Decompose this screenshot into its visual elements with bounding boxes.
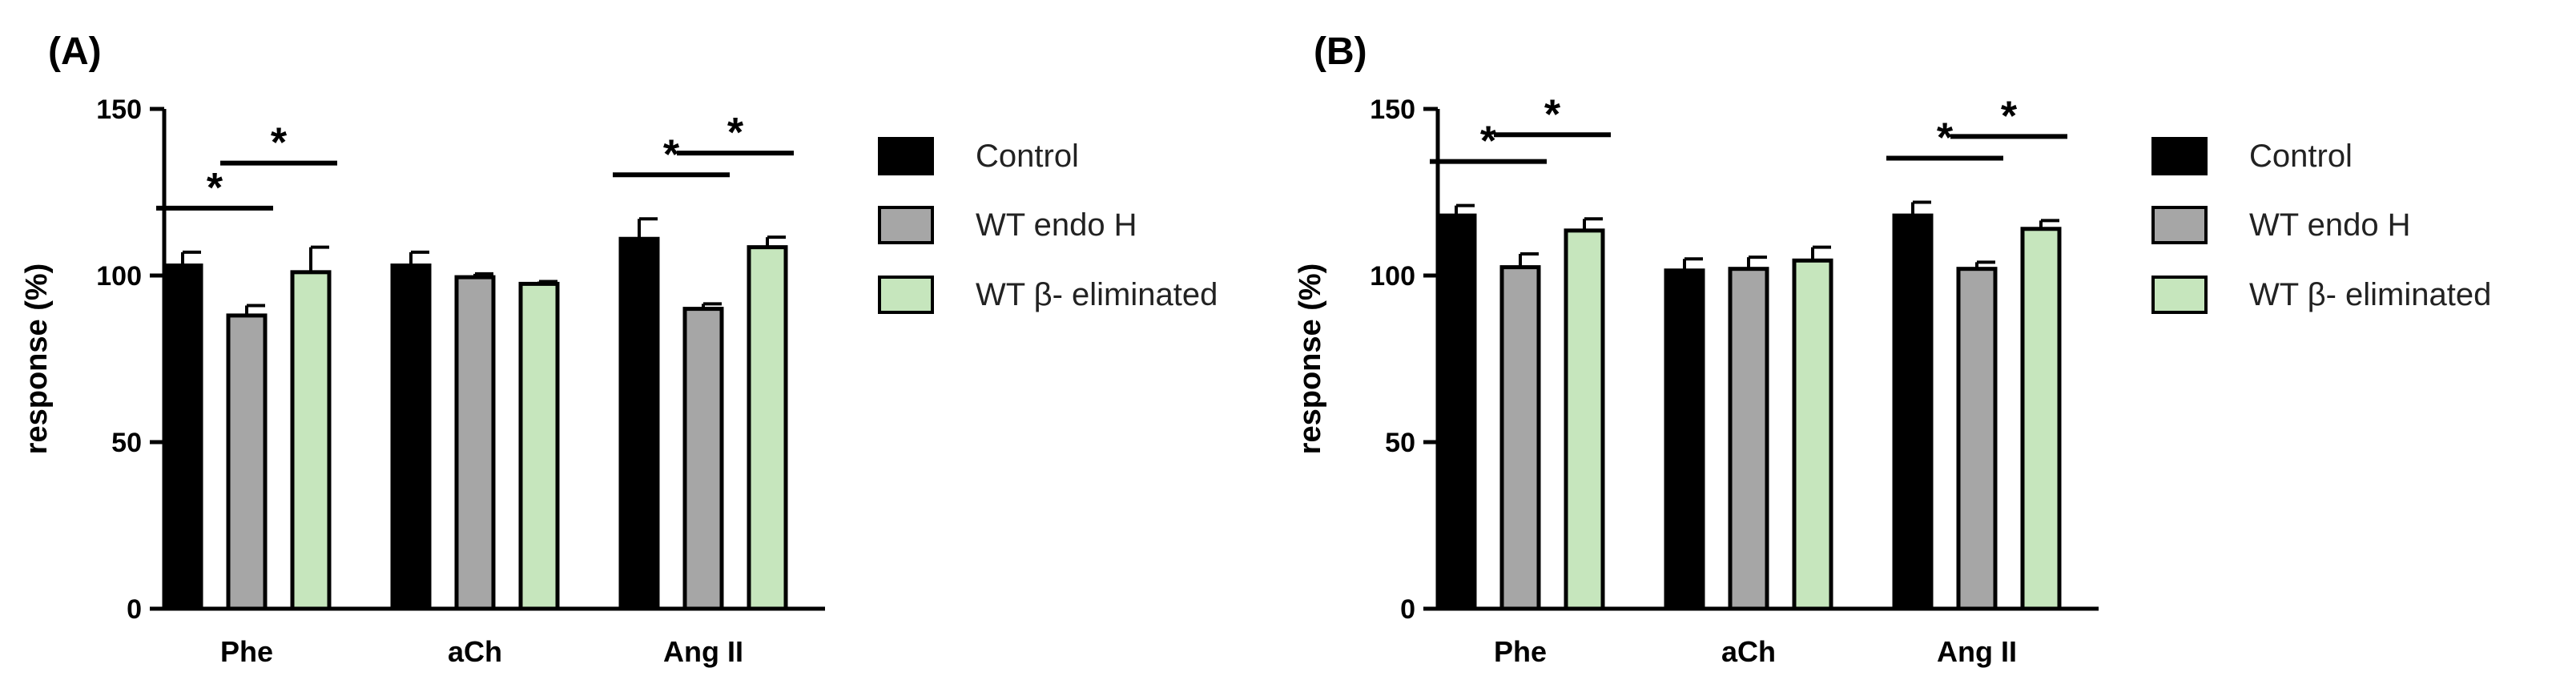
- chart-panel-a: (A) response (%) 0 50 100 150 Phe aCh Ang II * * * *…: [20, 30, 1218, 668]
- bar-1-2: [518, 281, 560, 611]
- y-tick-label: 100: [96, 261, 142, 292]
- bar-0-1: [226, 313, 268, 611]
- y-axis-label: response (%): [1294, 264, 1327, 455]
- significance-star: *: [207, 165, 223, 211]
- legend-label-2: WT β- eliminated: [2249, 277, 2491, 312]
- bar-1-0: [390, 264, 432, 611]
- significance-star: *: [1544, 91, 1561, 138]
- y-tick-label: 50: [1385, 428, 1415, 458]
- legend-swatch-1: [2151, 206, 2208, 244]
- x-tick-label: aCh: [1721, 635, 1776, 668]
- significance-star: *: [2001, 93, 2018, 139]
- significance-star: *: [727, 110, 744, 156]
- bar-2-2: [747, 245, 788, 611]
- bar-2-1: [1956, 267, 1998, 611]
- bar-2-0: [1892, 213, 1934, 611]
- y-tick-label: 150: [1370, 95, 1415, 125]
- bar-0-0: [1435, 213, 1477, 611]
- x-tick-label: Ang II: [1937, 635, 2017, 668]
- bar-1-1: [454, 275, 496, 611]
- x-tick-label: Phe: [1494, 635, 1547, 668]
- bar-0-1: [1499, 265, 1541, 611]
- x-tick-label: Phe: [220, 635, 273, 668]
- legend-label-2: WT β- eliminated: [976, 277, 1218, 312]
- legend-label-0: Control: [976, 139, 1079, 174]
- panel-label: (B): [1314, 30, 1367, 73]
- chart-panel-b: (B) response (%) 0 50 100 150 Phe aCh Ang II * * * *…: [1294, 30, 2491, 668]
- bar-0-2: [290, 270, 332, 611]
- bar-1-1: [1728, 267, 1769, 611]
- panel-label: (A): [48, 30, 102, 73]
- y-tick-label: 150: [96, 95, 142, 125]
- legend-swatch-0: [2151, 137, 2208, 175]
- x-tick-label: aCh: [448, 635, 502, 668]
- bar-1-0: [1664, 268, 1705, 611]
- legend-label-0: Control: [2249, 139, 2353, 174]
- significance-star: *: [1937, 115, 1954, 161]
- significance-star: *: [1480, 119, 1497, 165]
- bar-0-0: [162, 264, 203, 611]
- significance-star: *: [271, 120, 288, 167]
- y-axis-label: response (%): [20, 264, 54, 455]
- legend-swatch-0: [878, 137, 934, 175]
- bar-2-1: [682, 307, 724, 611]
- legend-label-1: WT endo H: [2249, 207, 2411, 243]
- bar-2-2: [2020, 227, 2062, 611]
- y-tick-label: 0: [127, 594, 142, 625]
- x-tick-label: Ang II: [663, 635, 743, 668]
- legend-label-1: WT endo H: [976, 207, 1137, 243]
- significance-star: *: [663, 131, 680, 178]
- y-tick-label: 100: [1370, 261, 1415, 292]
- legend-swatch-2: [878, 276, 934, 314]
- bar-0-2: [1564, 228, 1605, 611]
- y-tick-label: 50: [111, 428, 142, 458]
- bar-1-2: [1792, 258, 1833, 611]
- y-tick-label: 0: [1400, 594, 1415, 625]
- bar-2-0: [618, 236, 660, 611]
- legend-swatch-1: [878, 206, 934, 244]
- legend-swatch-2: [2151, 276, 2208, 314]
